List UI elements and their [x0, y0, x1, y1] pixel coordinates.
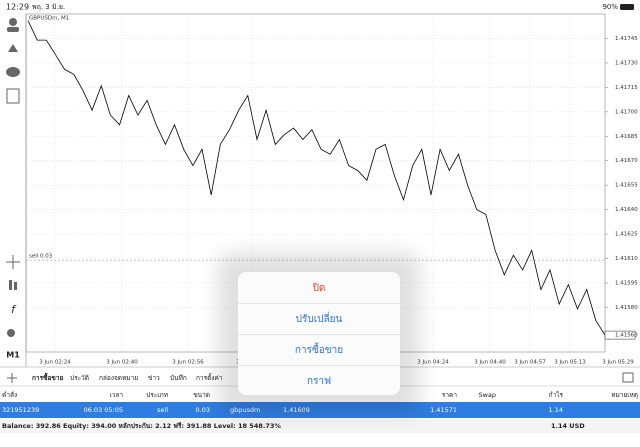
y-tick-label: 1.41655: [615, 183, 638, 189]
last-price-label: 1.41563: [615, 333, 638, 339]
last-price-box: [604, 330, 636, 340]
menu-item[interactable]: กราฟ: [307, 376, 331, 387]
tab[interactable]: บันทึก: [170, 374, 187, 382]
y-tick-label: 1.41700: [615, 109, 638, 115]
chart-title: GBPUSDm, M1: [29, 16, 69, 22]
toolbar: f: [6, 18, 20, 337]
column-header: หมายเหตุ: [611, 391, 638, 399]
tab[interactable]: การซื้อขาย: [32, 372, 63, 382]
tab[interactable]: ข่าว: [148, 374, 160, 382]
summary-bar: [0, 419, 640, 433]
column-header: ขนาด: [193, 391, 210, 399]
new-icon[interactable]: [6, 88, 20, 104]
column-header: เวลา: [109, 391, 123, 399]
y-tick-label: 1.41610: [615, 256, 638, 262]
tab[interactable]: การตั้งค่า: [196, 373, 223, 382]
x-tick-label: 3 Jun 02:56: [172, 360, 204, 366]
cell: 321951239: [2, 406, 39, 414]
tab[interactable]: ประวัติ: [70, 374, 89, 382]
y-tick-label: 1.41595: [615, 280, 638, 286]
x-tick-label: 3 Jun 02:40: [106, 360, 138, 366]
objects-icon[interactable]: [7, 329, 15, 337]
cell: 06.03 05:05: [84, 406, 123, 414]
account-icon-body: [7, 27, 19, 32]
summary-text: Balance: 392.86 Equity: 394.00 หลักประกั…: [2, 422, 281, 430]
chat-icon[interactable]: [6, 67, 20, 77]
menu-item[interactable]: การซื้อขาย: [295, 342, 343, 356]
y-tick-label: 1.41670: [615, 158, 638, 164]
y-tick-label: 1.41745: [615, 36, 638, 42]
column-header: กำไร: [549, 391, 564, 399]
indicator-icon[interactable]: f: [11, 303, 17, 316]
battery-icon: [620, 4, 634, 10]
status-date: พฤ. 3 มิ.ย.: [32, 3, 65, 11]
price-line: [27, 20, 606, 336]
menu-item[interactable]: ปรับเปลี่ยน: [296, 311, 343, 325]
menu-item[interactable]: ปิด: [312, 283, 325, 294]
status-battery: 90%: [602, 3, 618, 11]
timeframe[interactable]: M1: [6, 351, 20, 360]
add-button[interactable]: [7, 373, 17, 383]
y-tick-label: 1.41580: [615, 305, 638, 311]
account-icon[interactable]: [9, 18, 17, 26]
x-tick-label: 3 Jun 04:40: [474, 360, 506, 366]
context-menu: [238, 272, 400, 395]
cell: 1.14: [549, 406, 563, 414]
x-tick-label: 3 Jun 02:24: [39, 360, 71, 366]
layout-button[interactable]: [622, 372, 634, 383]
y-tick-label: 1.41625: [615, 232, 638, 238]
column-header: Swap: [478, 391, 496, 399]
y-tick-label: 1.41685: [615, 134, 638, 140]
candle-icon[interactable]: [9, 280, 12, 290]
candle-icon-2: [14, 282, 17, 290]
x-tick-label: 3 Jun 04:24: [417, 360, 449, 366]
column-header: ประเภท: [146, 391, 168, 399]
cell: sell: [157, 406, 168, 414]
y-tick-label: 1.41640: [615, 207, 638, 213]
order-line-label: sell 0.03: [29, 254, 53, 260]
summary-profit: 1.14 USD: [551, 422, 585, 430]
x-tick-label: 3 Jun 04:57: [514, 360, 546, 366]
x-tick-label: 3 Jun 05:13: [554, 360, 586, 366]
column-header: คำสั่ง: [2, 390, 17, 399]
trade-icon[interactable]: [8, 44, 18, 52]
crosshair-icon[interactable]: [6, 255, 20, 269]
column-header: ราคา: [442, 391, 457, 399]
cell: 1.41571: [430, 406, 457, 414]
cell: 0.03: [196, 406, 210, 414]
y-tick-label: 1.41715: [615, 85, 638, 91]
tab[interactable]: กล่องจดหมาย: [99, 374, 138, 382]
x-tick-label: 3 Jun 05:29: [602, 360, 634, 366]
status-time: 12:29: [6, 3, 29, 12]
y-tick-label: 1.41730: [615, 60, 638, 66]
